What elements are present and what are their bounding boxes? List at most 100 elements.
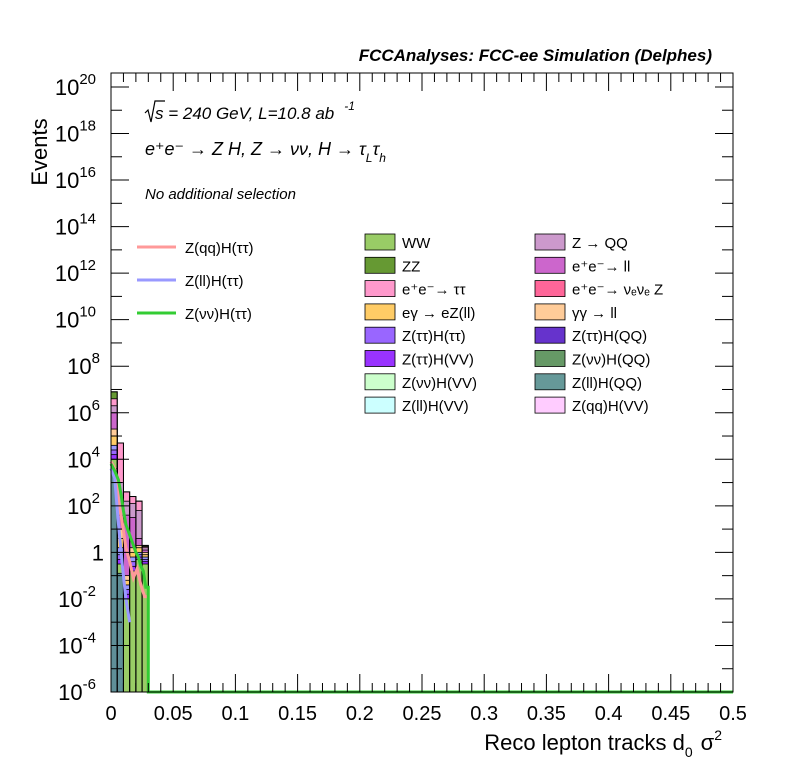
legend-label: Z → QQ [572, 235, 628, 252]
y-tick-label: 1018 [55, 118, 96, 147]
x-tick-label: 0.3 [470, 703, 498, 725]
x-tick-label: 0.05 [154, 703, 193, 725]
y-tick-label: 1014 [55, 211, 96, 240]
y-tick-label: 1012 [55, 257, 96, 286]
y-tick-label: 106 [67, 397, 100, 426]
y-tick-base: 10 [55, 261, 79, 286]
annotation-sqrt-s-text: s = 240 GeV, L=10.8 ab [155, 104, 334, 123]
y-tick-label: 104 [67, 443, 100, 472]
legend-swatch [364, 233, 396, 251]
legend-label: Z(qq)H(ττ) [185, 240, 254, 257]
legend-label: eγ → eZ(ll) [402, 305, 475, 322]
legend-swatch [534, 350, 566, 367]
y-tick-label: 10-2 [58, 583, 96, 612]
signal-line [109, 468, 132, 623]
legend-label: Z(νν)H(QQ) [572, 352, 650, 369]
y-tick-base: 10 [67, 401, 91, 426]
legend-swatch [364, 396, 396, 414]
annotation-lumi-exp: -1 [344, 99, 355, 113]
y-tick-exp: 16 [79, 164, 96, 181]
legend-swatch [534, 280, 566, 298]
legend-label: Z(ll)H(VV) [402, 398, 469, 415]
y-tick-exp: -6 [83, 676, 96, 693]
x-axis-label-sub: 0 [685, 744, 693, 760]
y-tick-exp: 14 [79, 211, 96, 228]
y-tick-exp: 4 [92, 443, 100, 460]
y-tick-exp: -2 [83, 583, 96, 600]
x-tick-label: 0.4 [595, 703, 623, 725]
annotation-process-text: e⁺e⁻ → Z H, Z → νν, H → τ [145, 139, 367, 159]
annotation-process-sub2: h [379, 151, 386, 165]
legend-swatch [364, 280, 396, 298]
x-tick-label: 0.25 [403, 703, 442, 725]
annotation-block: s = 240 GeV, L=10.8 ab -1 e⁺e⁻ → Z H, Z →… [144, 99, 386, 203]
y-axis-label: Events [27, 118, 52, 185]
legend-label: Z(ττ)H(VV) [402, 352, 474, 369]
annotation-selection: No additional selection [145, 186, 296, 203]
x-tick-label: 0.1 [221, 703, 249, 725]
signal-line [109, 460, 149, 599]
legend-swatch [364, 350, 396, 367]
y-tick-label: 108 [67, 350, 100, 379]
x-tick-label: 0.45 [651, 703, 690, 725]
legend-label: WW [402, 235, 431, 252]
y-tick-label: 1 [92, 540, 104, 565]
x-axis-label-sigma: σ [701, 730, 715, 755]
legend-label: ZZ [402, 258, 420, 275]
x-axis-label-sup: 2 [714, 727, 722, 743]
annotation-process-tau2: τ [372, 139, 380, 159]
legend-swatch [534, 396, 566, 414]
legend-swatch [534, 303, 566, 321]
x-tick-label: 0.2 [346, 703, 374, 725]
y-tick-exp: 12 [79, 257, 96, 274]
y-tick-base: 10 [55, 168, 79, 193]
x-axis-label: Reco lepton tracks d0 σ2 [484, 727, 722, 760]
legend-swatch [364, 256, 396, 274]
legend-label: Z(ττ)H(QQ) [572, 328, 647, 345]
y-tick-exp: 20 [79, 71, 96, 88]
legend-label: Z(νν)H(ττ) [185, 306, 252, 323]
legend-swatch [364, 326, 396, 344]
y-tick-base: 10 [58, 587, 82, 612]
y-tick-base: 10 [67, 447, 91, 472]
y-tick-label: 1016 [55, 164, 96, 193]
legend-label: Z(qq)H(VV) [572, 398, 649, 415]
y-tick-exp: 18 [79, 118, 96, 135]
x-axis-label-main: Reco lepton tracks d [484, 730, 685, 755]
legend-label: e⁺e⁻→ ττ [402, 282, 466, 299]
y-tick-exp: 10 [79, 304, 96, 321]
annotation-sqrt-s: s = 240 GeV, L=10.8 ab -1 [155, 99, 355, 123]
y-tick-base: 10 [58, 680, 82, 705]
legend-swatch [534, 233, 566, 251]
x-tick-label: 0.5 [719, 703, 747, 725]
y-tick-exp: 8 [92, 350, 100, 367]
stack-bar [129, 570, 137, 693]
y-tick-exp: -4 [83, 629, 96, 646]
legend-label: e⁺e⁻→ νₑνₑ Z [572, 282, 663, 299]
signal-line [109, 463, 733, 694]
x-tick-label: 0.15 [278, 703, 317, 725]
legend-swatch [534, 256, 566, 274]
legend-swatch [534, 373, 566, 391]
legend-label: Z(ll)H(ττ) [185, 273, 244, 290]
legend-swatch [364, 303, 396, 321]
y-tick-base: 10 [55, 122, 79, 147]
legend-swatch [534, 326, 566, 344]
annotation-process: e⁺e⁻ → Z H, Z → νν, H → τLτh [145, 139, 386, 165]
y-tick-label: 102 [67, 490, 100, 519]
stack-bar [116, 572, 124, 693]
y-tick-base: 10 [55, 308, 79, 333]
legend-label: Z(ττ)H(ττ) [402, 328, 466, 345]
legend-label: Z(ll)H(QQ) [572, 375, 642, 392]
legend: Z(qq)H(ττ) Z(ll)H(ττ) Z(νν)H(ττ) WW ZZ e⁺e⁻→ … [137, 233, 663, 415]
sqrt-symbol [144, 100, 165, 123]
y-tick-base: 10 [67, 494, 91, 519]
chart-title: FCCAnalyses: FCC-ee Simulation (Delphes) [359, 46, 713, 65]
annotation-process-sub1: L [366, 151, 373, 165]
legend-label: γγ → ll [572, 305, 617, 322]
y-tick-label: 1010 [55, 304, 96, 333]
y-tick-label: 10-4 [58, 629, 96, 658]
y-tick-base: 10 [58, 633, 82, 658]
y-tick-base: 10 [67, 354, 91, 379]
